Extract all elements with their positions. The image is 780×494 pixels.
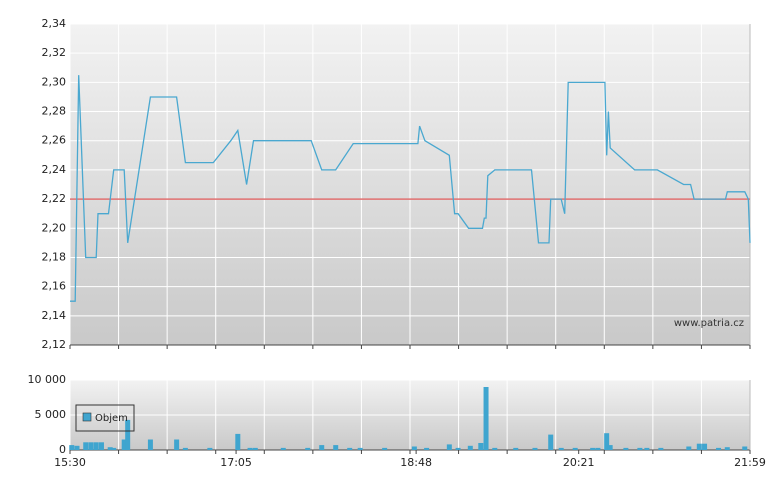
volume-bar (513, 447, 519, 450)
x-tick-label: 15:30 (54, 456, 86, 469)
volume-bar (174, 439, 180, 450)
y-tick-label: 2,20 (42, 221, 67, 234)
x-tick-label: 18:48 (400, 456, 432, 469)
volume-bar (357, 447, 363, 450)
volume-bar (532, 447, 538, 450)
volume-bar (74, 445, 80, 450)
volume-bar (235, 433, 241, 450)
volume-bar (305, 447, 311, 450)
volume-bar (182, 447, 188, 450)
x-tick-label: 17:05 (220, 456, 252, 469)
volume-bar (637, 447, 643, 450)
volume-bar (333, 445, 339, 450)
x-tick-label: 20:21 (563, 456, 595, 469)
volume-bar (319, 445, 325, 450)
volume-bar (347, 447, 353, 450)
legend-box (75, 404, 135, 432)
volume-bar (455, 447, 461, 450)
volume-bar (595, 447, 601, 450)
watermark: www.patria.cz (674, 318, 744, 329)
price-line (70, 75, 751, 302)
y-tick-label: 2,28 (42, 105, 67, 118)
volume-bar (483, 387, 489, 450)
volume-bar (590, 447, 596, 450)
volume-bar (107, 447, 113, 450)
x-tick-label: 21:59 (734, 456, 766, 469)
y-tick-label: 2,34 (42, 17, 67, 30)
volume-bar (492, 447, 498, 450)
y-tick-label: 2,14 (42, 309, 67, 322)
volume-bar (572, 447, 578, 450)
volume-bar (147, 439, 153, 450)
y-tick-label: 0 (59, 443, 66, 456)
volume-bar (658, 447, 664, 450)
volume-bar (467, 445, 473, 450)
y-tick-label: 10 000 (28, 373, 67, 386)
volume-bar (424, 447, 430, 450)
volume-bar (644, 447, 650, 450)
y-tick-label: 2,26 (42, 134, 67, 147)
volume-bar (607, 445, 613, 450)
volume-bar (121, 439, 127, 450)
volume-bar (478, 443, 484, 450)
y-tick-label: 2,32 (42, 46, 67, 59)
volume-bar (716, 447, 722, 450)
volume-bar (548, 434, 554, 450)
volume-bar (207, 447, 213, 450)
volume-bar (280, 447, 286, 450)
y-tick-label: 5 000 (35, 408, 67, 421)
y-tick-label: 2,30 (42, 75, 67, 88)
legend-label: Objem (95, 413, 128, 424)
volume-bar (125, 419, 131, 450)
y-tick-label: 2,22 (42, 192, 67, 205)
y-tick-label: 2,24 (42, 163, 67, 176)
volume-bar (696, 443, 702, 450)
volume-bar (247, 447, 253, 450)
volume-bar (742, 446, 748, 450)
volume-bar (724, 447, 730, 450)
volume-bar (88, 442, 94, 450)
volume-bar (111, 447, 117, 450)
volume-bar (623, 447, 629, 450)
volume-bar (93, 442, 99, 450)
volume-bar (98, 442, 104, 450)
y-tick-label: 2,18 (42, 250, 67, 263)
volume-bar (382, 447, 388, 450)
volume-bar (69, 445, 75, 450)
volume-bar (686, 446, 692, 450)
legend-swatch (82, 412, 92, 422)
volume-bar (252, 447, 258, 450)
y-tick-label: 2,16 (42, 280, 67, 293)
volume-bar (604, 433, 610, 450)
volume-bar (83, 442, 89, 450)
volume-bar (446, 444, 452, 450)
y-tick-label: 2,12 (42, 338, 67, 351)
volume-bar (411, 446, 417, 450)
volume-bar (702, 443, 708, 450)
volume-bar (558, 447, 564, 450)
